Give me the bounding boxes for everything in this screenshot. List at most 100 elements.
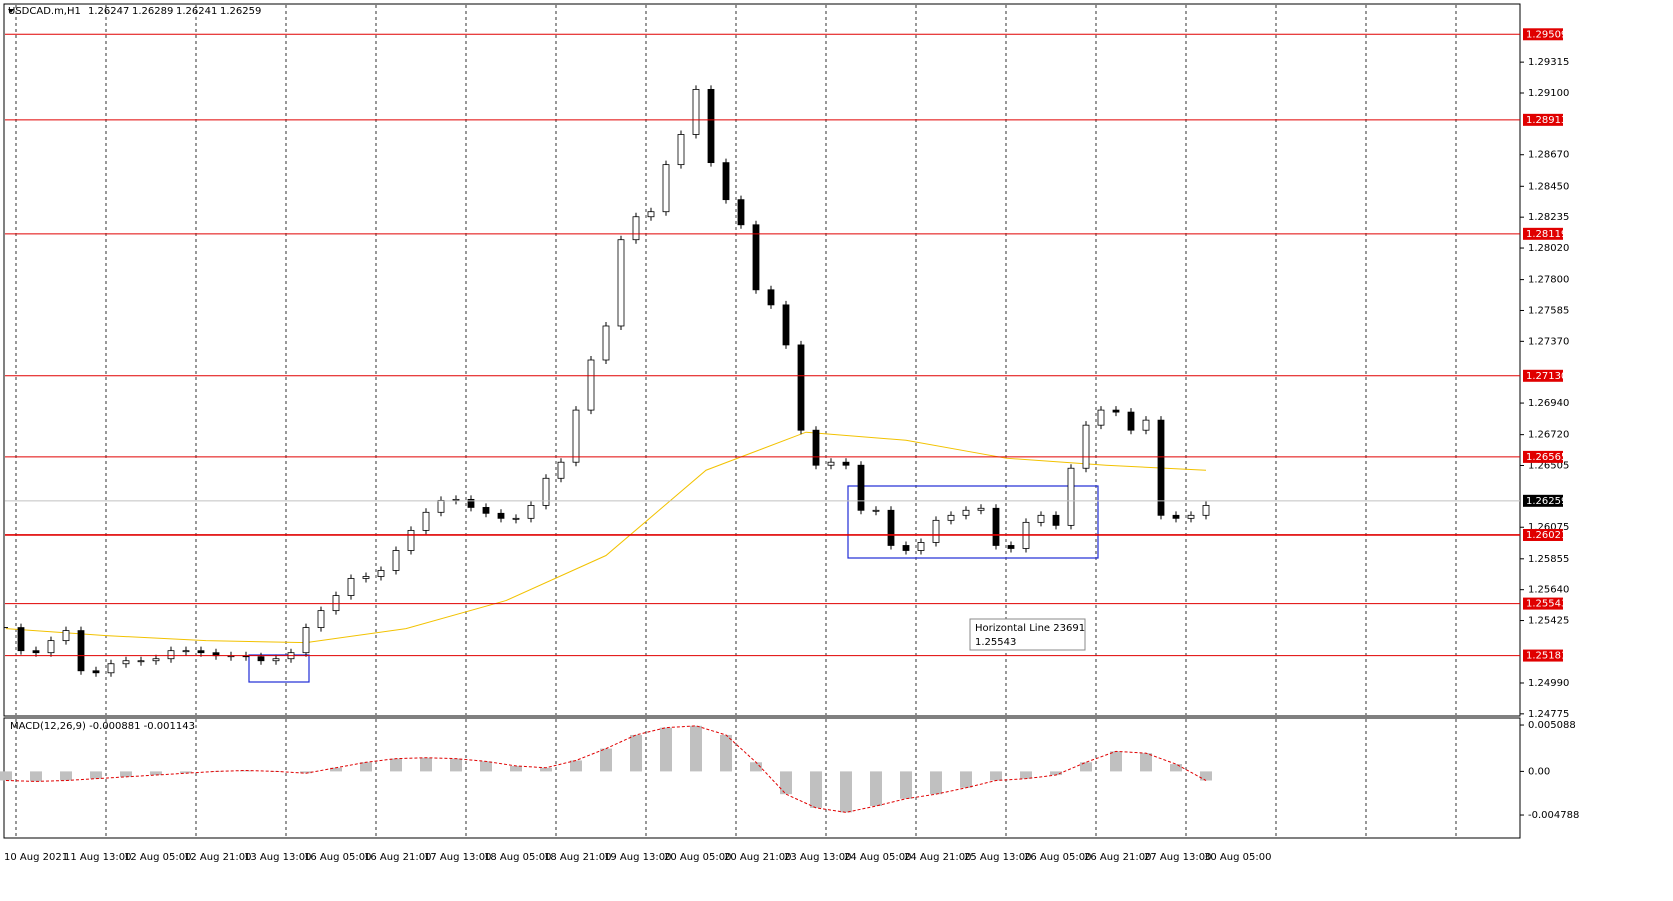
macd-bar xyxy=(1110,751,1122,772)
macd-label: MACD(12,26,9) -0.000881 -0.001143 xyxy=(10,721,195,732)
candle xyxy=(572,409,580,463)
candle xyxy=(272,658,280,662)
candle xyxy=(482,507,490,514)
range-box xyxy=(248,654,310,683)
macd-bar xyxy=(1170,764,1182,772)
level-label: 1.25181 xyxy=(1526,651,1567,662)
candle xyxy=(722,162,730,201)
candle xyxy=(557,461,565,479)
candle xyxy=(92,670,100,674)
x-tick-label: 18 Aug 05:00 xyxy=(484,852,551,863)
y-tick-label: 1.27585 xyxy=(1528,305,1569,316)
candle xyxy=(707,89,715,164)
vertical-grid xyxy=(15,5,1457,837)
candle xyxy=(767,289,775,306)
moving-average xyxy=(5,431,1207,644)
y-tick-label: 1.28020 xyxy=(1528,243,1569,254)
macd-bar xyxy=(30,771,42,782)
header-price: 1.26289 xyxy=(132,6,173,17)
candle xyxy=(107,663,115,674)
candle xyxy=(332,595,340,612)
macd-bar xyxy=(630,734,642,772)
candle xyxy=(437,499,445,513)
y-tick-label: 1.29100 xyxy=(1528,88,1569,99)
y-tick-label: 1.25425 xyxy=(1528,616,1569,627)
macd-bar xyxy=(660,727,672,772)
macd-bar xyxy=(780,771,792,795)
y-tick-label: 1.25640 xyxy=(1528,585,1569,596)
x-tick-label: 18 Aug 21:00 xyxy=(544,852,611,863)
candle xyxy=(137,660,145,663)
macd-bar xyxy=(750,762,762,772)
x-tick-label: 17 Aug 13:00 xyxy=(424,852,491,863)
candle xyxy=(602,325,610,361)
macd-signal xyxy=(5,725,1207,813)
level-box xyxy=(1523,528,1563,541)
macd-bar xyxy=(390,758,402,772)
current-price-box xyxy=(1523,494,1563,507)
header-price: 1.26241 xyxy=(176,6,217,17)
level-label: 1.25543 xyxy=(1526,599,1567,610)
x-tick-label: 24 Aug 21:00 xyxy=(904,852,971,863)
candle xyxy=(1037,514,1045,523)
macd-bar xyxy=(720,734,732,772)
x-tick-label: 12 Aug 21:00 xyxy=(184,852,251,863)
x-tick-label: 24 Aug 05:00 xyxy=(844,852,911,863)
current-price-label: 1.26259 xyxy=(1526,496,1567,507)
x-tick-label: 13 Aug 13:00 xyxy=(244,852,311,863)
candle xyxy=(1007,545,1015,549)
tooltip-box xyxy=(969,618,1086,651)
range-box xyxy=(847,485,1099,559)
candle xyxy=(17,627,25,652)
macd-bar xyxy=(900,771,912,799)
candle xyxy=(1157,419,1165,516)
candle xyxy=(317,610,325,628)
candle xyxy=(47,640,55,654)
y-tick-label: 1.26940 xyxy=(1528,398,1569,409)
candle xyxy=(347,578,355,596)
level-box xyxy=(1523,597,1563,610)
level-box xyxy=(1523,28,1563,41)
macd-bar xyxy=(960,771,972,788)
x-tick-label: 27 Aug 13:00 xyxy=(1144,852,1211,863)
level-label: 1.27130 xyxy=(1526,371,1567,382)
candle xyxy=(467,498,475,508)
y-tick-label: -0.004788 xyxy=(1528,810,1579,821)
candle xyxy=(527,505,535,519)
candle xyxy=(827,461,835,466)
candle xyxy=(977,507,985,511)
level-box xyxy=(1523,227,1563,240)
macd-bar xyxy=(90,771,102,779)
macd-bar xyxy=(1050,771,1062,776)
x-tick-label: 26 Aug 21:00 xyxy=(1084,852,1151,863)
x-tick-label: 30 Aug 05:00 xyxy=(1204,852,1271,863)
level-label: 1.28119 xyxy=(1526,229,1567,240)
macd-bar xyxy=(180,771,192,774)
candle xyxy=(377,570,385,577)
macd-bar xyxy=(0,771,12,781)
candle xyxy=(872,509,880,512)
main-panel xyxy=(3,3,1521,717)
candle xyxy=(542,477,550,506)
level-box xyxy=(1523,450,1563,463)
y-tick-label: 1.24775 xyxy=(1528,709,1569,720)
macd-bar xyxy=(1200,771,1212,781)
macd-bar xyxy=(120,771,132,777)
y-tick-label: 1.28235 xyxy=(1528,212,1569,223)
y-tick-label: 0.005088 xyxy=(1528,720,1576,731)
candle xyxy=(302,627,310,654)
y-tick-label: 1.28670 xyxy=(1528,150,1569,161)
x-tick-label: 19 Aug 13:00 xyxy=(604,852,671,863)
y-tick-label: 1.26075 xyxy=(1528,522,1569,533)
macd-bar xyxy=(990,771,1002,781)
candle xyxy=(152,658,160,662)
menu-arrow[interactable] xyxy=(8,9,14,13)
macd-bar xyxy=(330,767,342,772)
candle xyxy=(737,199,745,226)
candle xyxy=(392,550,400,571)
macd-panel xyxy=(3,717,1521,839)
candle xyxy=(77,630,85,672)
candle xyxy=(617,239,625,327)
macd-bar xyxy=(930,771,942,795)
candle xyxy=(1202,505,1210,516)
